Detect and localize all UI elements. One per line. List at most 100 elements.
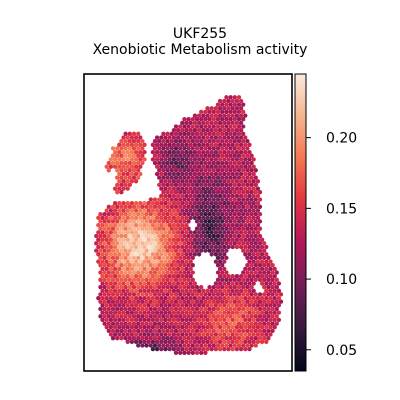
- tissue-spot: [257, 233, 263, 239]
- tissue-spot: [243, 237, 248, 242]
- tissue-spot: [199, 153, 204, 158]
- tissue-spot: [159, 179, 164, 184]
- tissue-spot: [175, 142, 181, 147]
- tissue-spot: [257, 314, 263, 319]
- tissue-spot: [226, 186, 231, 191]
- tissue-spot: [247, 208, 252, 213]
- tissue-spot: [178, 328, 183, 334]
- tissue-spot: [251, 259, 256, 264]
- tissue-spot: [257, 328, 263, 334]
- tissue-spot: [251, 332, 256, 337]
- tissue-spot: [167, 266, 172, 272]
- tissue-spot: [220, 241, 225, 246]
- tissue-spot: [226, 339, 231, 344]
- tissue-spot: [154, 259, 160, 264]
- tissue-spot: [217, 186, 223, 191]
- tissue-spot: [234, 164, 240, 169]
- tissue-spot: [188, 171, 193, 177]
- tissue-spot: [236, 211, 242, 217]
- tissue-spot: [209, 317, 214, 323]
- tissue-spot: [249, 160, 254, 166]
- tissue-spot: [266, 255, 271, 261]
- tissue-spot: [102, 263, 107, 268]
- tissue-spot: [241, 168, 246, 173]
- tissue-spot: [247, 230, 252, 235]
- tissue-spot: [220, 146, 225, 151]
- tissue-spot: [98, 284, 103, 290]
- tissue-spot: [241, 270, 246, 275]
- tissue-spot: [102, 270, 107, 275]
- tissue-spot: [243, 201, 248, 206]
- tissue-spot: [207, 160, 212, 166]
- tissue-spot: [129, 149, 135, 155]
- tissue-spot: [121, 295, 126, 301]
- tissue-spot: [136, 336, 141, 341]
- tissue-spot: [188, 208, 193, 213]
- tissue-spot: [108, 332, 114, 337]
- tissue-spot: [238, 274, 244, 279]
- tissue-spot: [243, 208, 248, 213]
- tissue-spot: [165, 160, 170, 166]
- tissue-spot: [238, 128, 244, 133]
- tissue-spot: [125, 142, 130, 147]
- tissue-spot: [186, 292, 191, 297]
- tissue-spot: [150, 149, 156, 155]
- tissue-spot: [96, 222, 101, 228]
- tissue-spot: [205, 106, 210, 111]
- tissue-spot: [232, 336, 237, 341]
- tissue-spot: [161, 328, 166, 334]
- tissue-spot: [140, 146, 145, 151]
- tissue-spot: [247, 295, 252, 301]
- tissue-spot: [203, 321, 208, 326]
- tissue-spot: [222, 252, 227, 257]
- tissue-spot: [243, 281, 248, 286]
- tissue-spot: [203, 336, 208, 341]
- tissue-spot: [163, 303, 168, 308]
- tissue-spot: [190, 350, 195, 355]
- tissue-spot: [161, 241, 166, 246]
- tissue-spot: [196, 317, 202, 323]
- tissue-spot: [184, 142, 189, 147]
- tissue-spot: [213, 295, 219, 301]
- colorbar-tick-label: 0.20: [326, 131, 357, 147]
- tissue-spot: [196, 113, 202, 118]
- tissue-spot: [228, 233, 233, 239]
- tissue-spot: [205, 303, 210, 308]
- tissue-spot: [188, 230, 193, 235]
- tissue-spot: [182, 292, 187, 297]
- tissue-spot: [140, 241, 145, 246]
- tissue-spot: [161, 270, 166, 275]
- tissue-spot: [150, 157, 156, 162]
- tissue-spot: [220, 343, 225, 348]
- tissue-spot: [171, 295, 177, 301]
- tissue-spot: [115, 168, 120, 173]
- tissue-spot: [243, 288, 248, 293]
- tissue-spot: [157, 270, 162, 275]
- tissue-spot: [234, 135, 240, 140]
- tissue-spot: [136, 255, 141, 261]
- tissue-spot: [192, 244, 198, 250]
- tissue-spot: [188, 157, 193, 162]
- tissue-spot: [268, 288, 273, 293]
- tissue-spot: [209, 157, 214, 162]
- tissue-spot: [188, 310, 193, 315]
- tissue-spot: [163, 259, 168, 264]
- tissue-spot: [257, 190, 263, 195]
- tissue-spot: [222, 237, 227, 242]
- tissue-spot: [234, 215, 240, 220]
- tissue-spot: [110, 284, 116, 290]
- tissue-spot: [184, 244, 189, 250]
- tissue-spot: [117, 252, 122, 257]
- tissue-spot: [142, 325, 147, 330]
- tissue-spot: [115, 146, 120, 151]
- tissue-spot: [121, 149, 126, 155]
- tissue-spot: [127, 182, 132, 188]
- tissue-spot: [245, 270, 250, 275]
- tissue-spot: [152, 314, 158, 319]
- tissue-spot: [226, 171, 231, 177]
- tissue-spot: [146, 222, 151, 228]
- tissue-spot: [217, 164, 223, 169]
- tissue-spot: [167, 310, 172, 315]
- tissue-spot: [264, 310, 269, 315]
- tissue-spot: [171, 237, 177, 242]
